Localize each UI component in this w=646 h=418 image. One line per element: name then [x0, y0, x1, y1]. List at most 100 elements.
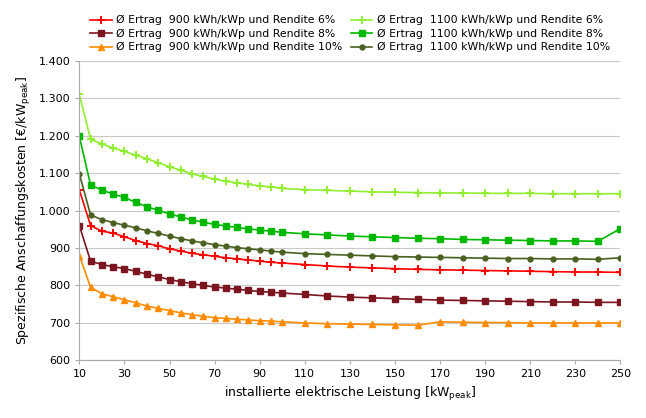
Ø Ertrag  900 kWh/kWp und Rendite 10%	[346, 321, 354, 326]
Ø Ertrag  1100 kWh/kWp und Rendite 6%	[594, 191, 602, 196]
Ø Ertrag  900 kWh/kWp und Rendite 10%	[132, 300, 140, 305]
Ø Ertrag  1100 kWh/kWp und Rendite 6%	[549, 191, 557, 196]
Ø Ertrag  1100 kWh/kWp und Rendite 10%	[391, 254, 399, 259]
Ø Ertrag  1100 kWh/kWp und Rendite 10%	[154, 231, 162, 236]
Ø Ertrag  1100 kWh/kWp und Rendite 6%	[143, 156, 151, 161]
Ø Ertrag  900 kWh/kWp und Rendite 8%	[504, 299, 512, 304]
Ø Ertrag  1100 kWh/kWp und Rendite 8%	[245, 227, 253, 232]
Ø Ertrag  900 kWh/kWp und Rendite 6%	[436, 267, 444, 272]
Ø Ertrag  900 kWh/kWp und Rendite 6%	[301, 262, 309, 267]
Ø Ertrag  900 kWh/kWp und Rendite 8%	[436, 298, 444, 303]
Ø Ertrag  900 kWh/kWp und Rendite 10%	[324, 321, 331, 326]
Ø Ertrag  1100 kWh/kWp und Rendite 8%	[211, 222, 218, 227]
Ø Ertrag  900 kWh/kWp und Rendite 10%	[76, 253, 83, 258]
Ø Ertrag  1100 kWh/kWp und Rendite 6%	[256, 184, 264, 189]
Ø Ertrag  900 kWh/kWp und Rendite 6%	[267, 260, 275, 265]
Ø Ertrag  1100 kWh/kWp und Rendite 8%	[436, 236, 444, 241]
Ø Ertrag  1100 kWh/kWp und Rendite 6%	[526, 191, 534, 196]
Ø Ertrag  900 kWh/kWp und Rendite 10%	[594, 321, 602, 326]
Ø Ertrag  1100 kWh/kWp und Rendite 10%	[233, 245, 241, 250]
Ø Ertrag  900 kWh/kWp und Rendite 8%	[594, 300, 602, 305]
Ø Ertrag  1100 kWh/kWp und Rendite 6%	[267, 184, 275, 189]
Ø Ertrag  900 kWh/kWp und Rendite 8%	[200, 283, 207, 288]
Ø Ertrag  900 kWh/kWp und Rendite 8%	[267, 290, 275, 295]
Ø Ertrag  900 kWh/kWp und Rendite 6%	[211, 254, 218, 259]
Ø Ertrag  1100 kWh/kWp und Rendite 8%	[188, 217, 196, 222]
Ø Ertrag  900 kWh/kWp und Rendite 6%	[324, 263, 331, 268]
Ø Ertrag  900 kWh/kWp und Rendite 6%	[121, 234, 129, 240]
Ø Ertrag  1100 kWh/kWp und Rendite 6%	[413, 190, 421, 195]
Ø Ertrag  900 kWh/kWp und Rendite 8%	[87, 259, 94, 264]
Ø Ertrag  1100 kWh/kWp und Rendite 10%	[76, 171, 83, 176]
Ø Ertrag  900 kWh/kWp und Rendite 8%	[572, 299, 579, 304]
Ø Ertrag  900 kWh/kWp und Rendite 6%	[459, 268, 466, 273]
Ø Ertrag  900 kWh/kWp und Rendite 10%	[177, 310, 185, 315]
Ø Ertrag  1100 kWh/kWp und Rendite 6%	[200, 174, 207, 179]
Ø Ertrag  900 kWh/kWp und Rendite 8%	[278, 291, 286, 296]
Ø Ertrag  900 kWh/kWp und Rendite 10%	[616, 321, 624, 326]
Ø Ertrag  900 kWh/kWp und Rendite 6%	[154, 243, 162, 248]
Ø Ertrag  900 kWh/kWp und Rendite 8%	[459, 298, 466, 303]
Ø Ertrag  1100 kWh/kWp und Rendite 6%	[165, 164, 173, 169]
Ø Ertrag  900 kWh/kWp und Rendite 10%	[526, 321, 534, 326]
Ø Ertrag  1100 kWh/kWp und Rendite 6%	[436, 191, 444, 196]
Ø Ertrag  1100 kWh/kWp und Rendite 10%	[109, 220, 117, 225]
Ø Ertrag  1100 kWh/kWp und Rendite 8%	[549, 238, 557, 243]
Ø Ertrag  1100 kWh/kWp und Rendite 8%	[594, 239, 602, 244]
Ø Ertrag  1100 kWh/kWp und Rendite 8%	[391, 235, 399, 240]
Ø Ertrag  1100 kWh/kWp und Rendite 8%	[76, 134, 83, 139]
Line: Ø Ertrag  900 kWh/kWp und Rendite 10%: Ø Ertrag 900 kWh/kWp und Rendite 10%	[77, 253, 623, 328]
Ø Ertrag  1100 kWh/kWp und Rendite 8%	[98, 187, 106, 192]
Ø Ertrag  1100 kWh/kWp und Rendite 10%	[481, 256, 489, 261]
Ø Ertrag  900 kWh/kWp und Rendite 10%	[459, 320, 466, 325]
Ø Ertrag  900 kWh/kWp und Rendite 8%	[549, 299, 557, 304]
Ø Ertrag  1100 kWh/kWp und Rendite 6%	[369, 189, 377, 194]
Ø Ertrag  1100 kWh/kWp und Rendite 10%	[324, 252, 331, 257]
Ø Ertrag  1100 kWh/kWp und Rendite 6%	[459, 191, 466, 196]
Ø Ertrag  1100 kWh/kWp und Rendite 8%	[616, 226, 624, 231]
Ø Ertrag  900 kWh/kWp und Rendite 6%	[143, 241, 151, 246]
Ø Ertrag  900 kWh/kWp und Rendite 10%	[200, 314, 207, 319]
Ø Ertrag  1100 kWh/kWp und Rendite 10%	[413, 255, 421, 260]
Ø Ertrag  900 kWh/kWp und Rendite 8%	[526, 299, 534, 304]
Ø Ertrag  1100 kWh/kWp und Rendite 6%	[346, 189, 354, 194]
Ø Ertrag  1100 kWh/kWp und Rendite 10%	[132, 225, 140, 230]
Ø Ertrag  900 kWh/kWp und Rendite 6%	[132, 238, 140, 243]
Ø Ertrag  1100 kWh/kWp und Rendite 8%	[504, 238, 512, 243]
Ø Ertrag  1100 kWh/kWp und Rendite 10%	[436, 255, 444, 260]
Ø Ertrag  1100 kWh/kWp und Rendite 6%	[504, 191, 512, 196]
Ø Ertrag  1100 kWh/kWp und Rendite 10%	[278, 250, 286, 255]
Ø Ertrag  900 kWh/kWp und Rendite 6%	[346, 265, 354, 270]
Ø Ertrag  1100 kWh/kWp und Rendite 10%	[256, 247, 264, 252]
Ø Ertrag  900 kWh/kWp und Rendite 8%	[301, 292, 309, 297]
Ø Ertrag  1100 kWh/kWp und Rendite 10%	[211, 242, 218, 247]
Ø Ertrag  1100 kWh/kWp und Rendite 6%	[87, 137, 94, 142]
Ø Ertrag  1100 kWh/kWp und Rendite 6%	[233, 180, 241, 185]
Ø Ertrag  900 kWh/kWp und Rendite 6%	[413, 267, 421, 272]
Ø Ertrag  900 kWh/kWp und Rendite 10%	[98, 291, 106, 296]
Ø Ertrag  1100 kWh/kWp und Rendite 8%	[481, 237, 489, 242]
Ø Ertrag  900 kWh/kWp und Rendite 6%	[391, 266, 399, 271]
Ø Ertrag  1100 kWh/kWp und Rendite 10%	[346, 252, 354, 257]
Legend: Ø Ertrag  900 kWh/kWp und Rendite 6%, Ø Ertrag  900 kWh/kWp und Rendite 8%, Ø Er: Ø Ertrag 900 kWh/kWp und Rendite 6%, Ø E…	[90, 15, 610, 52]
Ø Ertrag  900 kWh/kWp und Rendite 6%	[165, 246, 173, 251]
Ø Ertrag  1100 kWh/kWp und Rendite 6%	[245, 182, 253, 187]
Ø Ertrag  900 kWh/kWp und Rendite 10%	[165, 308, 173, 313]
Ø Ertrag  1100 kWh/kWp und Rendite 8%	[109, 191, 117, 196]
Ø Ertrag  900 kWh/kWp und Rendite 8%	[188, 281, 196, 286]
Ø Ertrag  1100 kWh/kWp und Rendite 8%	[233, 225, 241, 230]
Ø Ertrag  900 kWh/kWp und Rendite 10%	[211, 315, 218, 320]
Ø Ertrag  1100 kWh/kWp und Rendite 6%	[481, 191, 489, 196]
Ø Ertrag  1100 kWh/kWp und Rendite 10%	[177, 236, 185, 241]
Line: Ø Ertrag  900 kWh/kWp und Rendite 8%: Ø Ertrag 900 kWh/kWp und Rendite 8%	[77, 223, 623, 305]
Ø Ertrag  900 kWh/kWp und Rendite 8%	[121, 266, 129, 271]
Ø Ertrag  900 kWh/kWp und Rendite 8%	[177, 279, 185, 284]
Ø Ertrag  1100 kWh/kWp und Rendite 10%	[188, 238, 196, 243]
Ø Ertrag  1100 kWh/kWp und Rendite 8%	[526, 238, 534, 243]
Ø Ertrag  900 kWh/kWp und Rendite 10%	[154, 306, 162, 311]
Line: Ø Ertrag  1100 kWh/kWp und Rendite 6%: Ø Ertrag 1100 kWh/kWp und Rendite 6%	[75, 90, 625, 198]
Y-axis label: Spezifische Anschaffungskosten [€/kW$_\mathrm{peak}$]: Spezifische Anschaffungskosten [€/kW$_\m…	[15, 76, 33, 345]
Ø Ertrag  900 kWh/kWp und Rendite 10%	[143, 303, 151, 308]
Ø Ertrag  1100 kWh/kWp und Rendite 10%	[526, 256, 534, 261]
Ø Ertrag  900 kWh/kWp und Rendite 10%	[391, 322, 399, 327]
